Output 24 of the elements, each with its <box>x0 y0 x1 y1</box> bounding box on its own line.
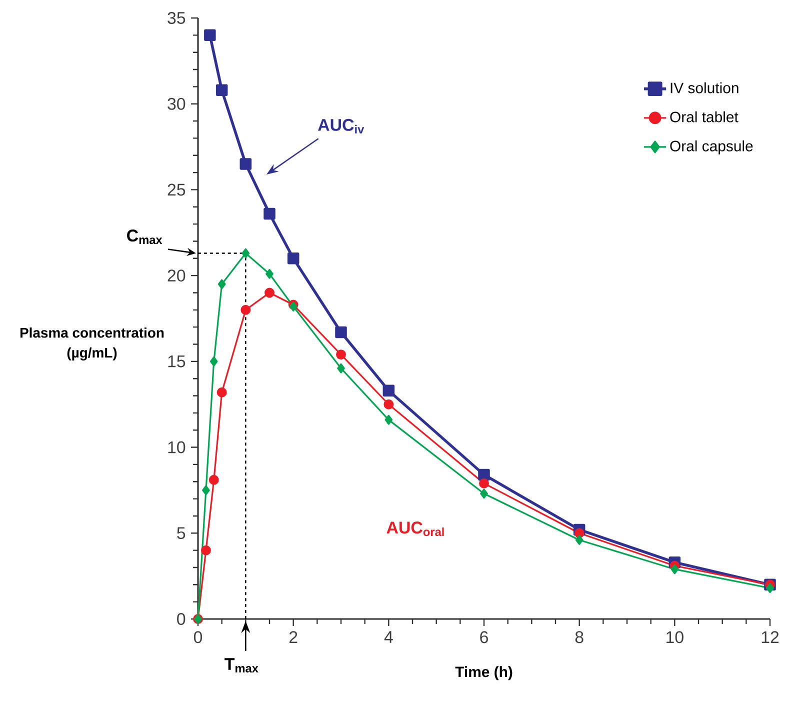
ref-line-label: T$_{max}$ <box>224 658 258 673</box>
annotation: AUC$_{iv}$ <box>318 118 364 134</box>
x-tick-label: 12 <box>762 631 779 644</box>
x-tick-label: 8 <box>575 631 584 644</box>
y-tick-label: 25 <box>168 184 186 196</box>
y-axis-title: Plasma concentration (µg/mL) <box>20 328 164 360</box>
legend-label: Oral capsule <box>670 140 753 154</box>
y-tick-label: 10 <box>168 441 186 454</box>
y-tick-label: 0 <box>177 613 186 625</box>
x-tick-label: 6 <box>480 631 488 644</box>
x-tick-label: 4 <box>384 631 393 643</box>
annotation: AUC$_{oral}$ <box>386 522 444 536</box>
x-tick-label: 0 <box>194 631 202 644</box>
legend-label: IV solution <box>670 82 738 94</box>
x-tick-label: 10 <box>666 631 684 644</box>
legend-label: Oral tablet <box>670 111 738 122</box>
x-tick-label: 2 <box>289 631 298 644</box>
y-tick-label: 20 <box>168 270 186 282</box>
y-tick-label: 15 <box>168 356 186 368</box>
y-tick-label: 5 <box>177 527 186 540</box>
y-tick-label: 30 <box>168 98 186 110</box>
y-tick-label: 35 <box>168 12 186 24</box>
ref-line-label: C$_{max}$ <box>127 230 162 244</box>
x-axis-title: Time (h) <box>455 666 512 680</box>
